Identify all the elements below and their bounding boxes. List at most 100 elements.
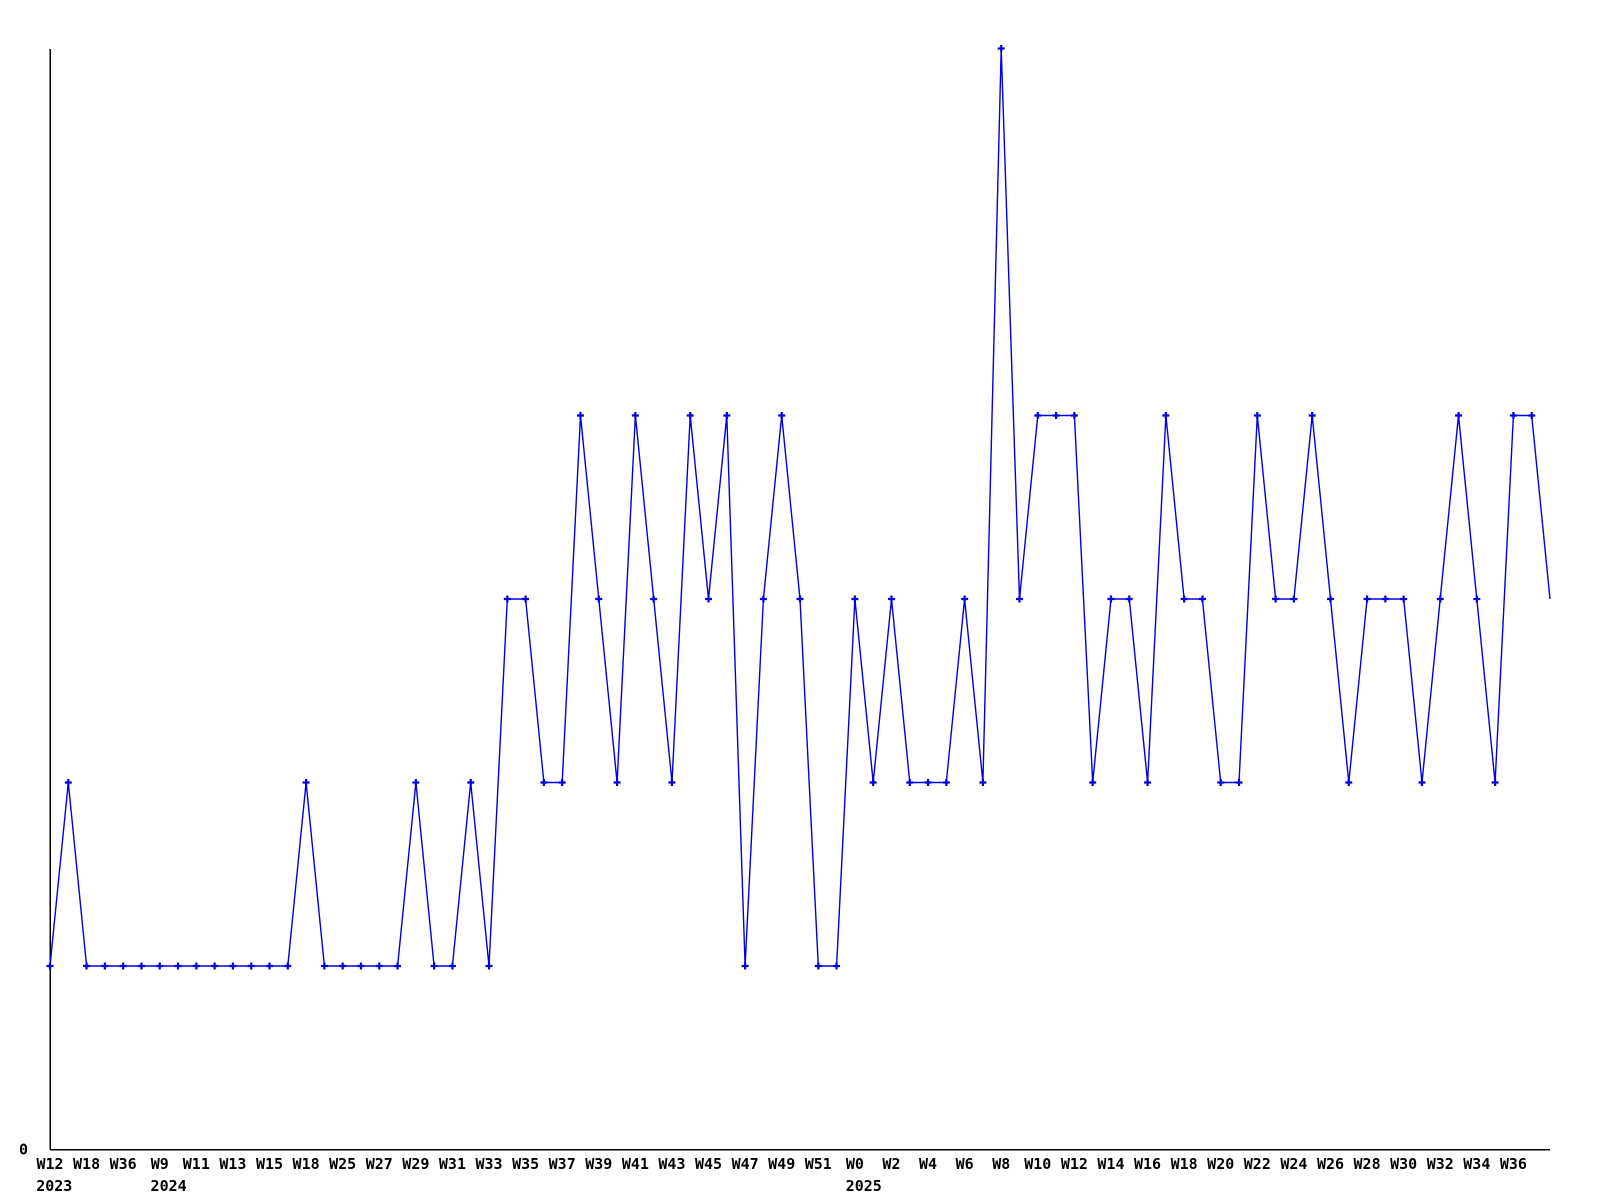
data-point-marker: [1235, 779, 1243, 786]
data-point-marker: [137, 962, 145, 970]
data-point-marker: [430, 962, 438, 970]
data-point-marker: [833, 962, 841, 970]
data-point-marker: [101, 962, 109, 970]
data-point-marker: [1455, 412, 1463, 419]
data-point-marker: [284, 962, 292, 970]
x-tick-label: W2: [882, 1155, 900, 1173]
data-point-marker: [1217, 779, 1225, 786]
data-point-marker: [558, 779, 566, 786]
data-point-marker: [576, 412, 584, 419]
data-point-marker: [997, 45, 1005, 52]
data-point-marker: [1272, 595, 1280, 603]
data-point-marker: [412, 779, 420, 786]
data-point-marker: [485, 962, 493, 970]
x-tick-label: W26: [1317, 1155, 1344, 1173]
x-tick-label: W18: [1171, 1155, 1198, 1173]
data-point-marker: [1400, 595, 1408, 603]
data-point-marker: [522, 595, 530, 603]
x-tick-label: W4: [919, 1155, 937, 1173]
data-point-marker: [1290, 595, 1298, 603]
x-tick-label: W6: [956, 1155, 974, 1173]
data-point-marker: [192, 962, 200, 970]
data-point-marker: [979, 779, 987, 786]
x-tick-label: W31: [439, 1155, 466, 1173]
x-tick-label: W25: [329, 1155, 356, 1173]
data-series-line: [49, 48, 1551, 967]
data-point-marker: [211, 962, 219, 970]
x-tick-label: W15: [256, 1155, 283, 1173]
x-tick-label: W32: [1427, 1155, 1454, 1173]
x-tick-label: W29: [402, 1155, 429, 1173]
x-tick-label: W12: [1061, 1155, 1088, 1173]
x-tick-label: W12: [36, 1155, 63, 1173]
x-tick-label: W27: [366, 1155, 393, 1173]
data-point-marker: [1107, 595, 1115, 603]
data-point-marker: [705, 595, 713, 603]
data-point-marker: [1363, 595, 1371, 603]
data-point-marker: [46, 962, 54, 970]
data-point-marker: [394, 962, 402, 970]
data-point-marker: [796, 595, 804, 603]
data-point-marker: [1308, 412, 1316, 419]
data-point-marker: [339, 962, 347, 970]
data-point-marker: [1473, 595, 1481, 603]
x-tick-label: W35: [512, 1155, 539, 1173]
data-point-marker: [302, 779, 310, 786]
x-tick-label: W34: [1463, 1155, 1490, 1173]
data-point-marker: [1125, 595, 1133, 603]
data-point-marker: [1418, 779, 1426, 786]
data-point-marker: [1345, 779, 1353, 786]
data-point-marker: [1089, 779, 1097, 786]
data-point-marker: [924, 779, 932, 786]
data-point-marker: [1052, 412, 1060, 419]
data-point-marker: [613, 779, 621, 786]
data-point-marker: [1180, 595, 1188, 603]
data-point-marker: [741, 962, 749, 970]
data-point-marker: [540, 779, 548, 786]
data-point-marker: [814, 962, 822, 970]
data-point-marker: [503, 595, 511, 603]
data-point-marker: [357, 962, 365, 970]
data-point-marker: [650, 595, 658, 603]
data-point-marker: [1509, 412, 1517, 419]
x-tick-label: W47: [732, 1155, 759, 1173]
data-point-marker: [1198, 595, 1206, 603]
data-point-marker: [759, 595, 767, 603]
x-tick-label: W39: [585, 1155, 612, 1173]
data-point-marker: [174, 962, 182, 970]
data-point-marker: [229, 962, 237, 970]
data-point-marker: [1381, 595, 1389, 603]
x-tick-label: W9: [151, 1155, 169, 1173]
data-point-marker: [1070, 412, 1078, 419]
data-point-marker: [1016, 595, 1024, 603]
x-tick-label: W30: [1390, 1155, 1417, 1173]
data-point-marker: [723, 412, 731, 419]
x-tick-label: W43: [658, 1155, 685, 1173]
data-point-marker: [467, 779, 475, 786]
data-point-marker: [887, 595, 895, 603]
data-point-marker: [64, 779, 72, 786]
x-tick-label: W49: [768, 1155, 795, 1173]
data-point-marker: [869, 779, 877, 786]
x-tick-label: W33: [475, 1155, 502, 1173]
data-point-marker: [1436, 595, 1444, 603]
data-point-marker: [320, 962, 328, 970]
data-point-marker: [851, 595, 859, 603]
data-point-marker: [1528, 412, 1536, 419]
data-point-marker: [668, 779, 676, 786]
data-point-marker: [247, 962, 255, 970]
data-point-marker: [595, 595, 603, 603]
data-point-marker: [119, 962, 127, 970]
data-point-marker: [156, 962, 164, 970]
data-point-marker: [1326, 595, 1334, 603]
data-point-marker: [375, 962, 383, 970]
data-point-marker: [1034, 412, 1042, 419]
y-axis-zero-label: 0: [19, 1141, 28, 1159]
x-tick-label: W18: [293, 1155, 320, 1173]
data-point-marker: [1162, 412, 1170, 419]
data-point-marker: [1144, 779, 1152, 786]
x-tick-label: W36: [110, 1155, 137, 1173]
data-point-marker: [631, 412, 639, 419]
x-tick-label: W13: [219, 1155, 246, 1173]
